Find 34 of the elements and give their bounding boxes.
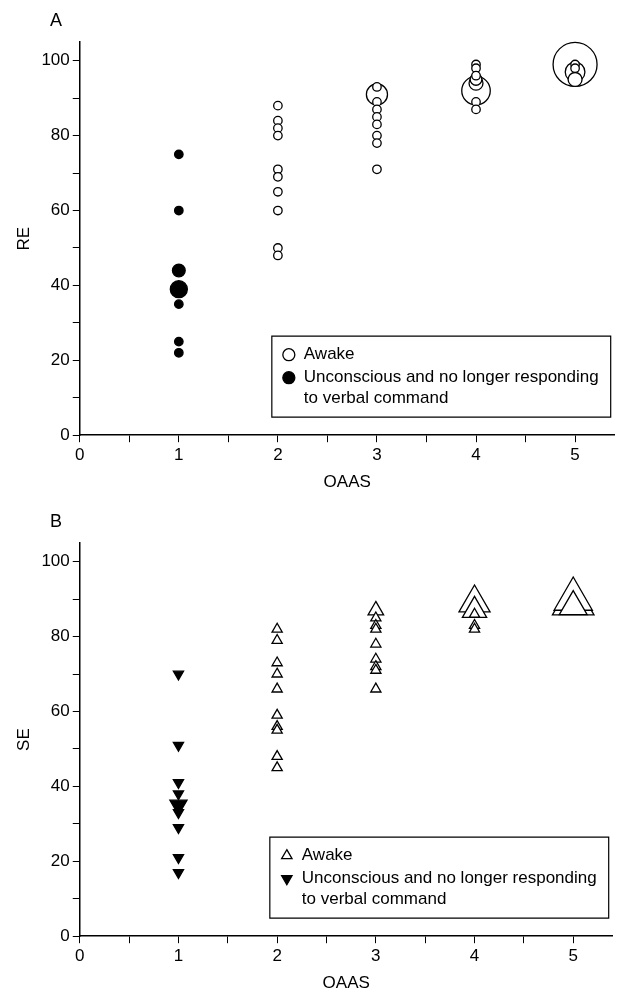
x-tick-label: 1 <box>173 946 184 966</box>
y-tick-label: 40 <box>50 275 70 295</box>
x-tick-label: 3 <box>372 445 382 465</box>
x-tick-label: 2 <box>272 946 282 966</box>
y-tick-label: 80 <box>50 125 70 145</box>
y-tick-label: 20 <box>50 349 70 369</box>
y-tick-label: 20 <box>50 850 70 870</box>
y-tick-label: 100 <box>41 551 70 571</box>
y-tick-label: 60 <box>50 200 70 220</box>
x-tick-label: 0 <box>75 445 85 465</box>
y-tick-label: 40 <box>50 776 70 796</box>
y-tick-label: 60 <box>50 701 70 721</box>
x-tick-label: 1 <box>174 445 184 465</box>
y-axis-title: SE <box>13 728 33 751</box>
legend-label: Unconscious and no longer responding to verbal command <box>303 367 599 408</box>
y-tick-label: 80 <box>50 626 70 646</box>
x-axis-title: OAAS <box>322 973 370 993</box>
x-axis-title: OAAS <box>323 472 371 492</box>
x-tick-label: 3 <box>371 946 381 966</box>
x-tick-label: 5 <box>568 946 578 966</box>
legend-label: Awake <box>303 344 355 364</box>
x-tick-label: 5 <box>570 445 580 465</box>
y-tick-label: 100 <box>41 50 70 70</box>
y-axis-title: RE <box>13 226 33 251</box>
legend-label: Unconscious and no longer responding to verbal command <box>301 868 597 909</box>
chart-title: B <box>50 510 63 531</box>
x-tick-label: 0 <box>75 946 85 966</box>
x-tick-label: 4 <box>469 946 480 966</box>
x-tick-label: 2 <box>273 445 283 465</box>
y-tick-label: 0 <box>60 424 70 444</box>
legend-label: Awake <box>301 845 353 865</box>
y-tick-label: 0 <box>60 925 70 945</box>
chart-title: A <box>50 9 63 30</box>
x-tick-label: 4 <box>471 445 481 465</box>
